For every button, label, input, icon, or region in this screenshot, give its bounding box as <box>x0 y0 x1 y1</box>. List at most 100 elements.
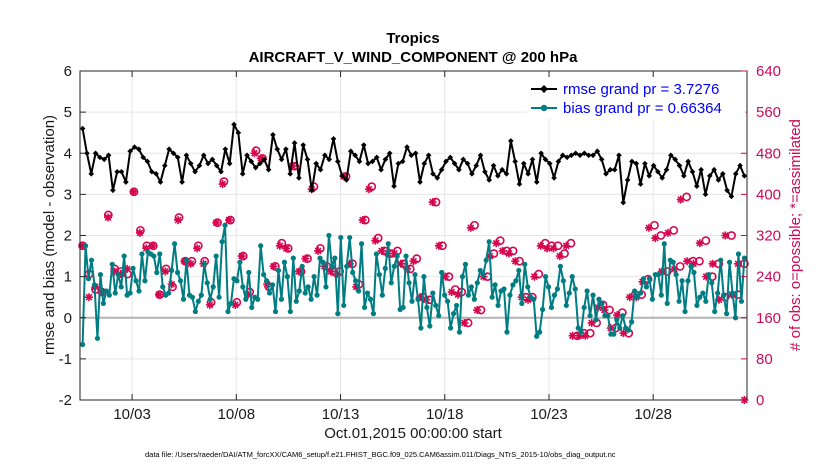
rmse-point <box>149 168 155 175</box>
bias-point <box>311 274 317 280</box>
rmse-point <box>153 171 159 177</box>
bias-point <box>593 317 599 323</box>
bias-point <box>85 276 92 282</box>
obs-assimilated-point <box>237 252 246 261</box>
rmse-point <box>525 171 531 177</box>
obs-assimilated-point <box>555 252 564 261</box>
bias-point <box>477 267 483 274</box>
rmse-point <box>326 156 332 163</box>
bias-point <box>501 286 507 292</box>
bias-point <box>563 302 569 309</box>
rmse-point <box>624 177 631 183</box>
y-tick-label: 1 <box>64 269 72 286</box>
obs-assimilated-point <box>275 241 284 250</box>
rmse-point <box>209 156 216 163</box>
rmse-point <box>451 160 458 167</box>
bias-point <box>471 296 477 302</box>
rmse-point <box>257 160 263 167</box>
bias-point <box>480 271 486 278</box>
x-tick-label: 10/28 <box>634 406 672 423</box>
bias-point <box>718 257 724 263</box>
bias-point <box>222 222 228 228</box>
obs-assimilated-point <box>129 187 138 196</box>
rmse-point <box>248 158 255 165</box>
bias-point <box>688 263 694 269</box>
bias-point <box>534 333 540 339</box>
obs-assimilated-point <box>212 218 221 227</box>
y-right-tick-label: 560 <box>756 104 781 121</box>
bias-point <box>569 274 575 280</box>
bias-point <box>261 271 267 278</box>
bias-point <box>578 329 584 335</box>
bias-point <box>376 271 382 278</box>
bias-point <box>403 253 409 259</box>
bias-point <box>358 241 365 247</box>
bias-point <box>551 292 558 298</box>
obs-assimilated-point <box>123 264 132 273</box>
rmse-point <box>568 152 575 159</box>
bias-point <box>166 290 172 296</box>
rmse-point <box>512 158 518 165</box>
bias-point <box>447 325 454 331</box>
rmse-point <box>425 152 432 159</box>
bias-point <box>409 298 415 304</box>
obs-assimilated-point <box>581 331 590 340</box>
obs-assimilated-point <box>683 257 692 266</box>
bias-point <box>522 261 528 267</box>
bias-point <box>180 296 187 302</box>
bias-point <box>382 265 388 271</box>
rmse-point <box>642 160 648 167</box>
rmse-point <box>681 173 687 179</box>
rmse-point <box>118 168 125 175</box>
bias-point <box>391 263 397 269</box>
obs-assimilated-point <box>116 270 125 279</box>
rmse-point <box>274 146 281 152</box>
rmse-point <box>352 152 358 159</box>
bias-point <box>542 274 549 280</box>
obs-assimilated-point <box>524 295 533 304</box>
rmse-point <box>136 146 142 152</box>
rmse-point <box>663 166 670 173</box>
bias-point <box>299 263 305 269</box>
obs-assimilated-point <box>148 241 157 250</box>
obs-assimilated-point <box>689 259 698 268</box>
bias-point <box>519 300 525 306</box>
rmse-point <box>339 173 345 179</box>
bias-point <box>510 282 516 288</box>
rmse-point <box>551 175 557 181</box>
bias-point <box>296 288 302 294</box>
bias-point <box>436 313 442 319</box>
rmse-point <box>655 168 661 175</box>
bias-point <box>249 304 255 311</box>
bias-point <box>643 284 650 290</box>
obs-assimilated-point <box>587 318 596 327</box>
bias-point <box>91 282 98 288</box>
rmse-point <box>702 191 709 198</box>
y-tick-label: 6 <box>64 63 72 80</box>
rmse-point <box>611 166 618 173</box>
bias-point <box>115 271 121 278</box>
legend-box <box>526 77 746 119</box>
rmse-point <box>616 152 622 159</box>
rmse-point <box>309 187 315 194</box>
obs-assimilated-point <box>84 293 93 302</box>
rmse-point <box>685 158 691 165</box>
rmse-point <box>192 168 198 175</box>
rmse-point <box>287 171 294 177</box>
bias-point <box>139 251 145 257</box>
bias-point <box>694 302 700 309</box>
bias-point <box>388 280 394 286</box>
rmse-point <box>412 150 419 157</box>
bias-point <box>177 278 184 284</box>
bias-point <box>160 284 166 290</box>
obs-assimilated-point <box>104 213 113 222</box>
obs-assimilated-point <box>460 318 469 327</box>
bias-point <box>581 304 587 311</box>
bias-point <box>219 239 225 245</box>
x-tick-label: 10/18 <box>426 406 464 423</box>
obs-assimilated-point <box>574 331 583 340</box>
obs-assimilated-point <box>231 300 240 309</box>
rmse-point <box>698 166 704 173</box>
obs-assimilated-point <box>549 244 558 253</box>
rmse-point <box>732 171 739 177</box>
